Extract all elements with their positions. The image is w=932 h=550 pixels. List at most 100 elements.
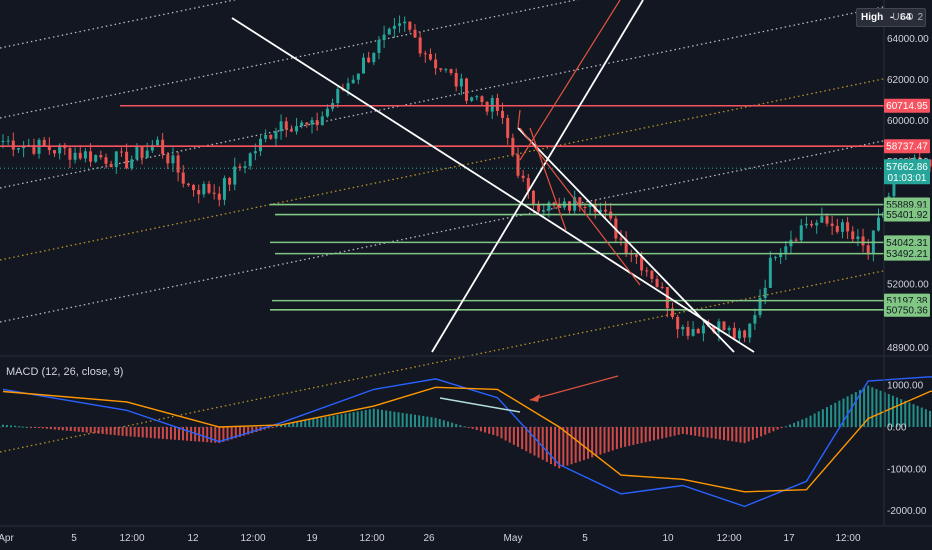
candle-body [861, 236, 865, 246]
macd-histogram-bar [33, 427, 36, 428]
macd-histogram-bar [735, 427, 738, 442]
macd-histogram-bar [141, 427, 144, 438]
candle-body [851, 231, 855, 240]
level-tag [884, 246, 930, 261]
price-mode-sep: - [890, 12, 894, 23]
macd-histogram-bar [332, 415, 335, 427]
candle-body [398, 23, 402, 26]
macd-histogram-bar [190, 427, 193, 441]
candle-body [753, 315, 757, 324]
candle-body [140, 146, 144, 158]
macd-histogram-bar [81, 427, 84, 433]
candle-body [459, 78, 463, 87]
macd-histogram-bar [702, 427, 705, 437]
macd-histogram-bar [169, 427, 172, 440]
time-tick-label: 17 [783, 533, 795, 544]
macd-histogram-bar [620, 427, 622, 448]
channel-line [0, 0, 238, 49]
macd-histogram-bar [739, 427, 742, 443]
candle-body [449, 69, 453, 74]
candle-body [866, 245, 870, 255]
macd-histogram-bar [381, 409, 384, 427]
macd-histogram-bar [300, 421, 303, 427]
macd-pane [0, 355, 932, 508]
channel-line [0, 270, 885, 453]
channel-line [0, 0, 579, 119]
macd-histogram-bar [210, 427, 213, 443]
candle-body [295, 126, 299, 132]
candle-body [403, 21, 407, 24]
time-tick-label: 19 [306, 533, 318, 544]
macd-histogram-bar [29, 427, 32, 428]
macd-histogram-bar [467, 427, 470, 428]
macd-histogram-bar [328, 416, 331, 427]
candle-body [6, 140, 10, 142]
candle-body [526, 178, 530, 191]
candle-body [186, 183, 190, 186]
level-tag [884, 302, 930, 317]
candle-body [495, 98, 499, 111]
candle-body [671, 308, 674, 317]
macd-histogram-bar [904, 400, 907, 427]
candle-body [506, 117, 510, 138]
candle-body [727, 327, 731, 331]
candle-body [269, 134, 273, 139]
price-tick-label: 64000.00 [887, 34, 929, 45]
price-mode-label: High [861, 12, 884, 23]
macd-histogram-bar [57, 427, 60, 430]
macd-histogram-bar [628, 427, 631, 446]
candle-body [737, 330, 741, 339]
candle-body [325, 108, 329, 117]
macd-histogram-bar [764, 427, 767, 435]
macd-histogram-bar [222, 427, 225, 442]
macd-histogram-bar [271, 427, 274, 428]
candle-body [222, 178, 226, 200]
macd-histogram-bar [776, 427, 779, 430]
macd-histogram-bar [504, 427, 507, 441]
macd-histogram-bar [916, 405, 919, 427]
macd-histogram-bar [426, 416, 429, 427]
macd-histogram-bar [280, 424, 283, 427]
macd-histogram-bar [418, 415, 421, 427]
macd-histogram-bar [267, 427, 270, 429]
candle-body [156, 139, 159, 146]
macd-histogram-bar [296, 421, 299, 427]
candle-body [176, 155, 180, 173]
macd-histogram-bar [137, 427, 140, 438]
macd-histogram-bar [615, 427, 618, 450]
macd-histogram-bar [165, 427, 168, 440]
macd-histogram-bar [344, 413, 347, 427]
time-tick-label: 12:00 [240, 533, 265, 544]
macd-histogram-bar [826, 407, 828, 427]
candle-body [779, 252, 783, 258]
macd-histogram-bar [681, 427, 684, 434]
macd-histogram-bar [275, 425, 278, 427]
time-tick-label: 12 [187, 533, 199, 544]
candle-body [114, 151, 118, 168]
macd-histogram-bar [714, 427, 717, 439]
candle-body [650, 270, 654, 279]
macd-histogram-bar [117, 427, 120, 436]
macd-histogram-bar [760, 427, 763, 437]
candle-body [774, 257, 777, 259]
macd-histogram-bar [508, 427, 511, 443]
macd-histogram-bar [442, 420, 445, 427]
macd-histogram-bar [463, 426, 466, 428]
candle-body [547, 202, 551, 211]
channel-line [0, 6, 885, 189]
macd-histogram-bar [479, 427, 482, 432]
projection-line [529, 127, 567, 231]
candle-body [83, 151, 87, 159]
macd-histogram-bar [920, 407, 923, 427]
candle-body [763, 287, 767, 299]
candle-body [150, 145, 154, 151]
candle-body [89, 151, 93, 162]
candle-body [640, 256, 644, 271]
candle-body [53, 150, 56, 154]
candle-body [588, 203, 592, 208]
price-mode-badge[interactable]: High - 64 USD 2 [856, 8, 926, 27]
macd-histogram-bar [607, 427, 610, 452]
macd-histogram-bar [900, 399, 903, 427]
candle-body [197, 190, 201, 195]
